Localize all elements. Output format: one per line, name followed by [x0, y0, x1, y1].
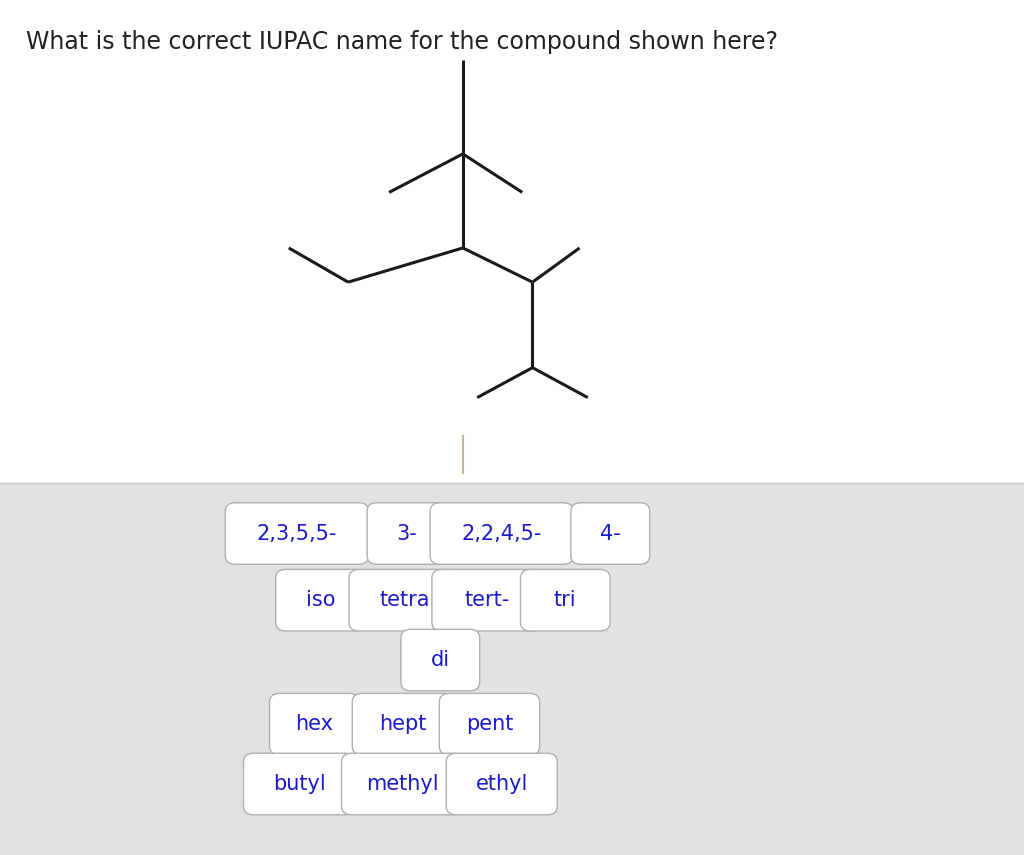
- FancyBboxPatch shape: [352, 693, 453, 755]
- FancyBboxPatch shape: [571, 503, 649, 564]
- Text: 4-: 4-: [600, 523, 621, 544]
- FancyBboxPatch shape: [368, 503, 446, 564]
- Text: di: di: [431, 650, 450, 670]
- Text: pent: pent: [466, 714, 513, 734]
- FancyBboxPatch shape: [342, 753, 463, 815]
- Text: tetra: tetra: [379, 590, 430, 610]
- FancyBboxPatch shape: [275, 569, 366, 631]
- FancyBboxPatch shape: [225, 503, 369, 564]
- Bar: [0, 0, 1024, 483]
- FancyBboxPatch shape: [520, 569, 610, 631]
- FancyBboxPatch shape: [446, 753, 557, 815]
- FancyBboxPatch shape: [432, 569, 543, 631]
- FancyBboxPatch shape: [430, 503, 573, 564]
- FancyBboxPatch shape: [244, 753, 354, 815]
- Text: tri: tri: [554, 590, 577, 610]
- Text: tert-: tert-: [465, 590, 510, 610]
- Text: hex: hex: [295, 714, 334, 734]
- Text: hept: hept: [379, 714, 426, 734]
- Text: 2,3,5,5-: 2,3,5,5-: [257, 523, 337, 544]
- Text: methyl: methyl: [367, 774, 438, 794]
- FancyBboxPatch shape: [269, 693, 359, 755]
- Text: iso: iso: [306, 590, 335, 610]
- Bar: [0, 483, 1024, 855]
- Text: butyl: butyl: [272, 774, 326, 794]
- Text: 2,2,4,5-: 2,2,4,5-: [462, 523, 542, 544]
- Text: ethyl: ethyl: [475, 774, 528, 794]
- Text: 3-: 3-: [396, 523, 417, 544]
- FancyBboxPatch shape: [400, 629, 479, 691]
- Text: What is the correct IUPAC name for the compound shown here?: What is the correct IUPAC name for the c…: [26, 30, 777, 54]
- FancyBboxPatch shape: [439, 693, 540, 755]
- FancyBboxPatch shape: [349, 569, 460, 631]
